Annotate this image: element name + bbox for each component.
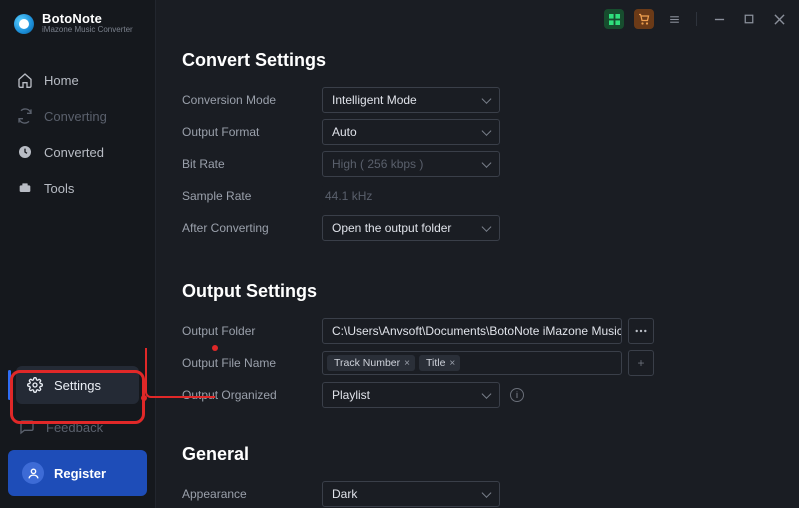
- user-icon: [22, 462, 44, 484]
- sidebar-item-label: Converted: [44, 145, 104, 160]
- sidebar-item-label: Converting: [44, 109, 107, 124]
- output-folder-label: Output Folder: [182, 324, 322, 338]
- brand-title: BotoNote: [42, 12, 133, 26]
- sidebar: BotoNote iMazone Music Converter Home Co…: [0, 0, 156, 508]
- section-convert-title: Convert Settings: [182, 50, 769, 71]
- converted-icon: [16, 143, 34, 161]
- sidebar-item-label: Home: [44, 73, 79, 88]
- brand-logo-icon: [14, 14, 34, 34]
- browse-folder-button[interactable]: [628, 318, 654, 344]
- brand: BotoNote iMazone Music Converter: [0, 0, 155, 49]
- menu-icon[interactable]: [664, 9, 684, 29]
- output-filename-label: Output File Name: [182, 356, 322, 370]
- maximize-button[interactable]: [739, 9, 759, 29]
- output-filename-input[interactable]: Track Number × Title ×: [322, 351, 622, 375]
- cart-icon[interactable]: [634, 9, 654, 29]
- brand-subtitle: iMazone Music Converter: [42, 26, 133, 35]
- minimize-button[interactable]: [709, 9, 729, 29]
- sample-rate-label: Sample Rate: [182, 189, 322, 203]
- output-organized-label: Output Organized: [182, 388, 322, 402]
- remove-tag-icon[interactable]: ×: [449, 358, 455, 369]
- converting-icon: [16, 107, 34, 125]
- output-organized-select[interactable]: Playlist: [322, 382, 500, 408]
- section-general-title: General: [182, 444, 769, 465]
- sidebar-item-label: Settings: [54, 378, 101, 393]
- after-converting-select[interactable]: Open the output folder: [322, 215, 500, 241]
- divider: [696, 12, 697, 26]
- register-button[interactable]: Register: [8, 450, 147, 496]
- sidebar-item-label: Tools: [44, 181, 74, 196]
- tools-icon: [16, 179, 34, 197]
- main-panel: Convert Settings Conversion Mode Intelli…: [156, 0, 799, 508]
- conversion-mode-select[interactable]: Intelligent Mode: [322, 87, 500, 113]
- section-output-title: Output Settings: [182, 281, 769, 302]
- feedback-icon: [18, 418, 36, 436]
- conversion-mode-label: Conversion Mode: [182, 93, 322, 107]
- apps-icon[interactable]: [604, 9, 624, 29]
- filename-tag-tracknumber[interactable]: Track Number ×: [327, 355, 415, 371]
- output-folder-input[interactable]: C:\Users\Anvsoft\Documents\BotoNote iMaz…: [322, 318, 622, 344]
- bit-rate-label: Bit Rate: [182, 157, 322, 171]
- appearance-select[interactable]: Dark: [322, 481, 500, 507]
- add-filename-tag-button[interactable]: +: [628, 350, 654, 376]
- output-format-select[interactable]: Auto: [322, 119, 500, 145]
- close-button[interactable]: [769, 9, 789, 29]
- output-format-label: Output Format: [182, 125, 322, 139]
- titlebar: [156, 0, 799, 38]
- annotation-dot-icon: [212, 345, 218, 351]
- after-converting-label: After Converting: [182, 221, 322, 235]
- info-icon[interactable]: i: [510, 388, 524, 402]
- bit-rate-select: High ( 256 kbps ): [322, 151, 500, 177]
- sidebar-item-feedback[interactable]: Feedback: [8, 412, 147, 442]
- sidebar-item-converting[interactable]: Converting: [0, 99, 155, 133]
- sidebar-item-tools[interactable]: Tools: [0, 171, 155, 205]
- remove-tag-icon[interactable]: ×: [404, 358, 410, 369]
- home-icon: [16, 71, 34, 89]
- sidebar-item-settings[interactable]: Settings: [16, 366, 139, 404]
- sidebar-nav: Home Converting Converted Tools: [0, 49, 155, 205]
- sidebar-item-home[interactable]: Home: [0, 63, 155, 97]
- register-label: Register: [54, 466, 106, 481]
- filename-tag-title[interactable]: Title ×: [419, 355, 460, 371]
- sidebar-item-converted[interactable]: Converted: [0, 135, 155, 169]
- annotation-dot-icon: [141, 395, 147, 401]
- gear-icon: [26, 376, 44, 394]
- sidebar-item-label: Feedback: [46, 420, 103, 435]
- appearance-label: Appearance: [182, 487, 322, 501]
- sample-rate-value: 44.1 kHz: [322, 184, 500, 208]
